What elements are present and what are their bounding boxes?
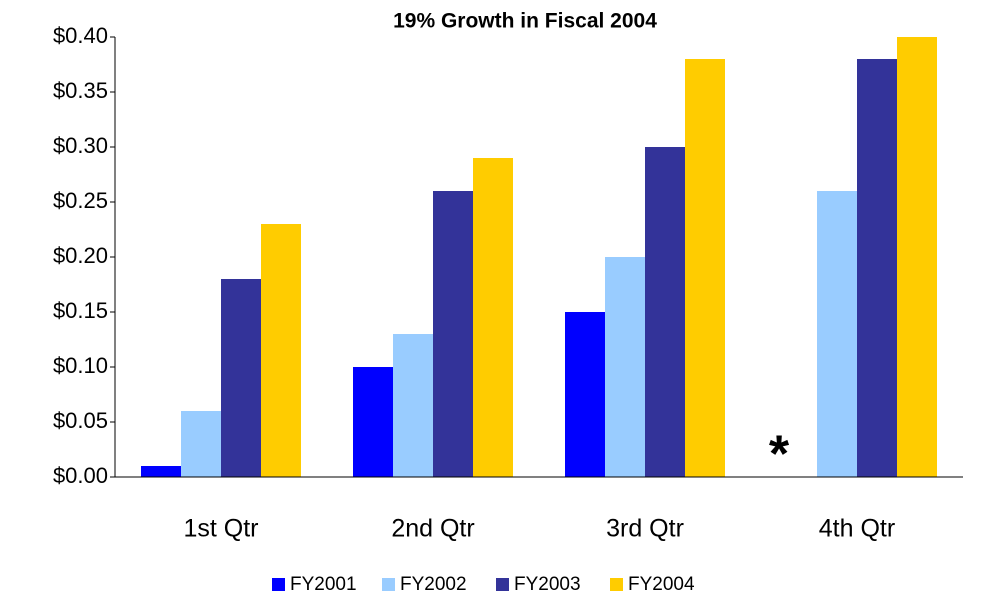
legend-swatch	[496, 578, 509, 591]
legend-label: FY2003	[514, 574, 581, 595]
bar	[181, 411, 221, 477]
y-tick-label: $0.00	[53, 463, 108, 488]
bar	[565, 312, 605, 477]
x-tick-label: 3rd Qtr	[606, 515, 684, 543]
y-tick-label: $0.20	[53, 243, 108, 268]
bar	[857, 59, 897, 477]
bar	[433, 191, 473, 477]
bar	[221, 279, 261, 477]
y-tick-label: $0.30	[53, 133, 108, 158]
y-tick-label: $0.15	[53, 298, 108, 323]
x-tick-label: 4th Qtr	[819, 515, 895, 543]
chart-title: 19% Growth in Fiscal 2004	[393, 10, 657, 33]
x-tick-label: 2nd Qtr	[391, 515, 474, 543]
bar	[605, 257, 645, 477]
bar	[897, 37, 937, 477]
bar	[141, 466, 181, 477]
legend-label: FY2004	[628, 574, 695, 595]
bar	[353, 367, 393, 477]
y-tick-label: $0.05	[53, 408, 108, 433]
x-tick-label: 1st Qtr	[183, 515, 258, 543]
annotation: *	[769, 426, 790, 484]
y-tick-label: $0.25	[53, 188, 108, 213]
y-tick-label: $0.10	[53, 353, 108, 378]
bar	[261, 224, 301, 477]
bar	[817, 191, 857, 477]
bar	[645, 147, 685, 477]
legend-label: FY2001	[290, 574, 357, 595]
bar	[685, 59, 725, 477]
bar	[473, 158, 513, 477]
legend-swatch	[610, 578, 623, 591]
legend-label: FY2002	[400, 574, 467, 595]
y-tick-label: $0.40	[53, 23, 108, 48]
legend-swatch	[382, 578, 395, 591]
y-tick-label: $0.35	[53, 78, 108, 103]
legend-swatch	[272, 578, 285, 591]
bar	[393, 334, 433, 477]
